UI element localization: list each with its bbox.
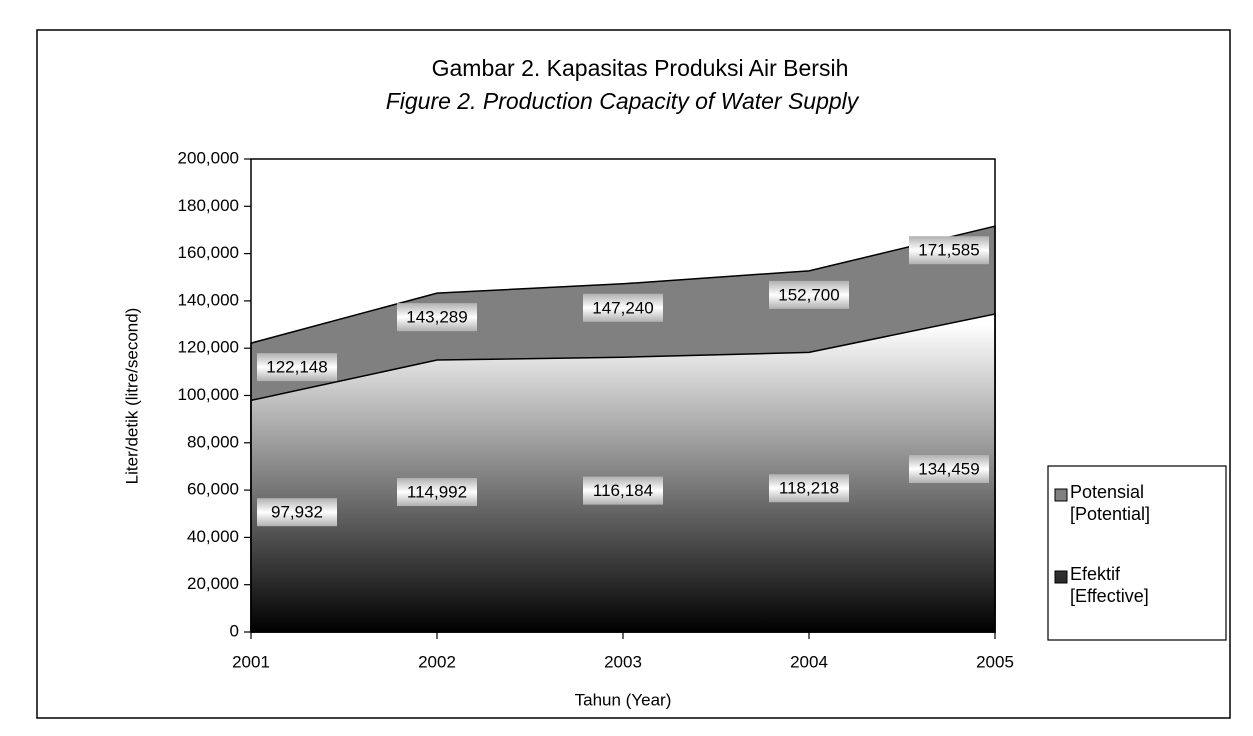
y-tick-label: 160,000 xyxy=(178,243,239,262)
y-tick-label: 100,000 xyxy=(178,385,239,404)
value-label: 152,700 xyxy=(778,285,839,304)
y-tick-label: 20,000 xyxy=(187,574,239,593)
y-tick-label: 120,000 xyxy=(178,338,239,357)
value-label-box xyxy=(397,303,477,332)
x-tick-label: 2003 xyxy=(604,652,642,671)
legend-box xyxy=(1047,465,1227,641)
x-axis-label: Tahun (Year) xyxy=(575,690,672,709)
value-label-box xyxy=(257,353,337,382)
y-tick-label: 0 xyxy=(230,621,239,640)
y-tick-label: 40,000 xyxy=(187,527,239,546)
value-label: 143,289 xyxy=(406,308,467,327)
value-label-box xyxy=(397,478,477,507)
value-label: 171,585 xyxy=(918,241,979,260)
chart-subtitle: Figure 2. Production Capacity of Water S… xyxy=(386,88,860,114)
value-label-box xyxy=(583,476,663,505)
value-label: 97,932 xyxy=(271,503,323,522)
chart-title: Gambar 2. Kapasitas Produksi Air Bersih xyxy=(432,55,849,81)
value-label-box xyxy=(909,236,989,265)
value-label: 134,459 xyxy=(918,459,979,478)
x-tick-label: 2004 xyxy=(790,652,828,671)
legend-swatch xyxy=(1054,570,1068,584)
value-label: 114,992 xyxy=(407,483,467,502)
x-tick-label: 2005 xyxy=(976,652,1014,671)
y-tick-label: 180,000 xyxy=(178,196,239,215)
legend-swatch xyxy=(1054,488,1068,502)
x-tick-label: 2001 xyxy=(232,652,270,671)
legend-label: Potensial [Potential] xyxy=(1070,482,1151,524)
y-tick-label: 80,000 xyxy=(187,432,239,451)
value-label: 147,240 xyxy=(592,298,653,317)
x-tick-label: 2002 xyxy=(418,652,456,671)
legend-label: Efektif [Effective] xyxy=(1070,564,1149,606)
y-tick-label: 60,000 xyxy=(187,480,239,499)
value-label-box xyxy=(769,280,849,309)
value-label: 118,218 xyxy=(779,479,839,498)
value-label-box xyxy=(257,498,337,527)
value-label: 122,148 xyxy=(266,358,327,377)
y-tick-label: 140,000 xyxy=(178,290,239,309)
y-axis-label: Liter/detik (litre/second) xyxy=(122,308,141,485)
y-tick-label: 200,000 xyxy=(178,148,239,167)
legend-entry: Efektif [Effective] xyxy=(1070,564,1149,606)
value-label-box xyxy=(583,293,663,322)
value-label-box xyxy=(769,474,849,503)
value-label-box xyxy=(909,455,989,484)
value-label: 116,184 xyxy=(593,481,653,500)
legend-entry: Potensial [Potential] xyxy=(1070,482,1151,524)
